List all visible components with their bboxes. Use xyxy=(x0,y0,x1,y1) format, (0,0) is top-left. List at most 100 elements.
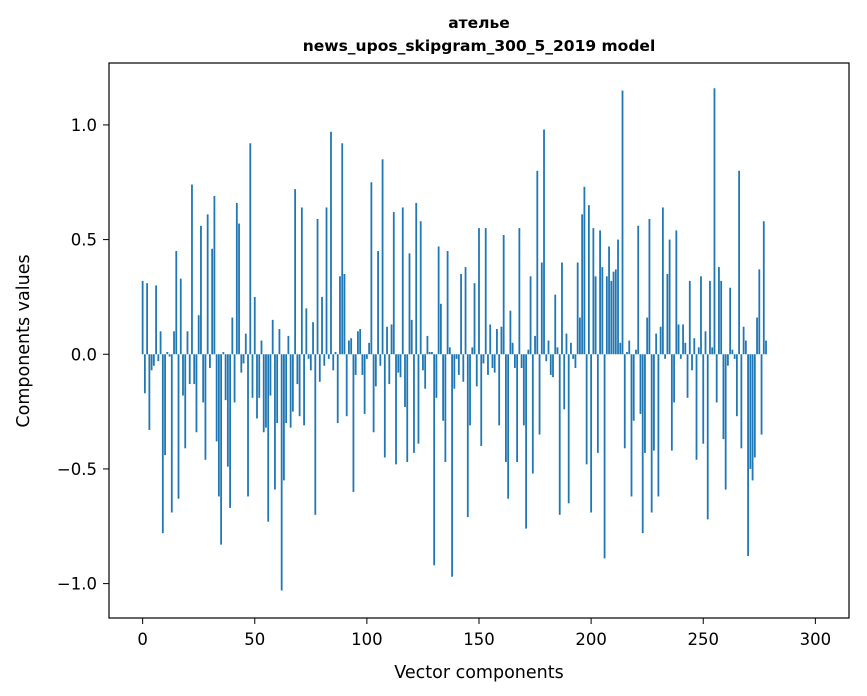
bar-60 xyxy=(276,354,279,424)
bar-193 xyxy=(574,354,577,369)
bar-218 xyxy=(630,354,633,497)
bar-73 xyxy=(305,308,308,355)
bar-117 xyxy=(404,354,406,408)
bar-109 xyxy=(386,326,388,355)
bar-50 xyxy=(253,296,256,355)
bar-205 xyxy=(601,267,604,355)
bar-241 xyxy=(682,324,684,355)
bar-76 xyxy=(312,322,314,355)
y-tick-label: −1.0 xyxy=(57,575,97,594)
bar-36 xyxy=(222,351,225,355)
x-tick-label: 200 xyxy=(575,630,607,649)
bar-39 xyxy=(229,354,231,508)
bar-25 xyxy=(197,315,200,355)
bar-263 xyxy=(731,349,734,355)
bar-231 xyxy=(659,326,662,355)
bar-46 xyxy=(244,333,247,355)
bar-91 xyxy=(345,354,348,417)
bar-237 xyxy=(673,354,675,403)
bar-213 xyxy=(619,342,622,355)
bar-210 xyxy=(612,271,615,355)
bar-225 xyxy=(646,317,649,355)
bar-271 xyxy=(749,354,752,469)
bar-234 xyxy=(666,273,669,355)
bar-29 xyxy=(206,214,209,355)
bar-111 xyxy=(390,324,393,355)
bar-143 xyxy=(462,354,465,382)
bar-49 xyxy=(251,354,254,398)
y-tick-label: −0.5 xyxy=(57,460,97,479)
bar-69 xyxy=(296,354,299,385)
bar-214 xyxy=(621,90,624,355)
bar-116 xyxy=(401,207,404,355)
bar-108 xyxy=(383,354,386,458)
bar-8 xyxy=(159,331,162,355)
bar-102 xyxy=(370,182,373,355)
bar-47 xyxy=(247,354,249,497)
bar-93 xyxy=(350,338,353,355)
bar-209 xyxy=(610,280,613,355)
bar-276 xyxy=(760,354,763,435)
bar-15 xyxy=(175,251,178,355)
bar-9 xyxy=(161,354,164,534)
bar-152 xyxy=(482,354,485,364)
bar-267 xyxy=(740,354,743,449)
bar-200 xyxy=(590,354,593,513)
bar-277 xyxy=(762,221,765,355)
bar-126 xyxy=(424,354,427,389)
bar-260 xyxy=(724,354,727,490)
bar-120 xyxy=(410,319,413,355)
bar-230 xyxy=(657,354,660,497)
bar-250 xyxy=(702,354,705,444)
bar-16 xyxy=(177,354,180,499)
bar-257 xyxy=(718,267,720,355)
bar-247 xyxy=(695,354,698,460)
bar-227 xyxy=(650,354,653,513)
bar-42 xyxy=(235,202,238,355)
bar-155 xyxy=(489,324,492,355)
bar-37 xyxy=(224,354,227,401)
bar-127 xyxy=(426,335,429,355)
bar-144 xyxy=(464,267,467,355)
bar-57 xyxy=(269,354,272,396)
bar-258 xyxy=(720,280,723,355)
bar-139 xyxy=(453,354,456,389)
bar-72 xyxy=(303,354,305,426)
y-axis: −1.0 −0.5 0.0 0.5 1.0 xyxy=(57,116,109,594)
bar-195 xyxy=(579,317,581,355)
bar-272 xyxy=(751,354,754,481)
bar-238 xyxy=(675,230,678,355)
bar-87 xyxy=(336,354,339,424)
bar-235 xyxy=(668,239,671,355)
bar-135 xyxy=(444,354,447,463)
bar-140 xyxy=(455,354,458,359)
bar-171 xyxy=(525,354,527,529)
bar-240 xyxy=(679,354,682,359)
bar-38 xyxy=(226,354,229,467)
bar-228 xyxy=(653,354,655,451)
bar-165 xyxy=(511,342,514,355)
bar-7 xyxy=(157,354,160,362)
bar-31 xyxy=(211,248,214,355)
bar-261 xyxy=(727,354,729,366)
bar-89 xyxy=(341,143,344,355)
bar-168 xyxy=(518,228,521,355)
chart-title: ателье xyxy=(448,14,510,32)
bar-84 xyxy=(330,131,332,355)
bar-115 xyxy=(399,354,402,378)
bar-244 xyxy=(688,280,691,355)
bar-274 xyxy=(756,317,758,355)
bar-163 xyxy=(507,354,510,499)
bar-198 xyxy=(585,354,588,465)
bar-159 xyxy=(498,354,501,426)
bar-6 xyxy=(155,285,157,355)
bar-48 xyxy=(249,143,252,355)
bar-27 xyxy=(202,354,205,403)
bar-119 xyxy=(408,253,411,355)
bar-130 xyxy=(433,354,436,566)
bar-110 xyxy=(388,354,391,385)
bar-41 xyxy=(233,354,236,403)
bar-175 xyxy=(534,335,536,355)
bar-252 xyxy=(706,354,709,520)
